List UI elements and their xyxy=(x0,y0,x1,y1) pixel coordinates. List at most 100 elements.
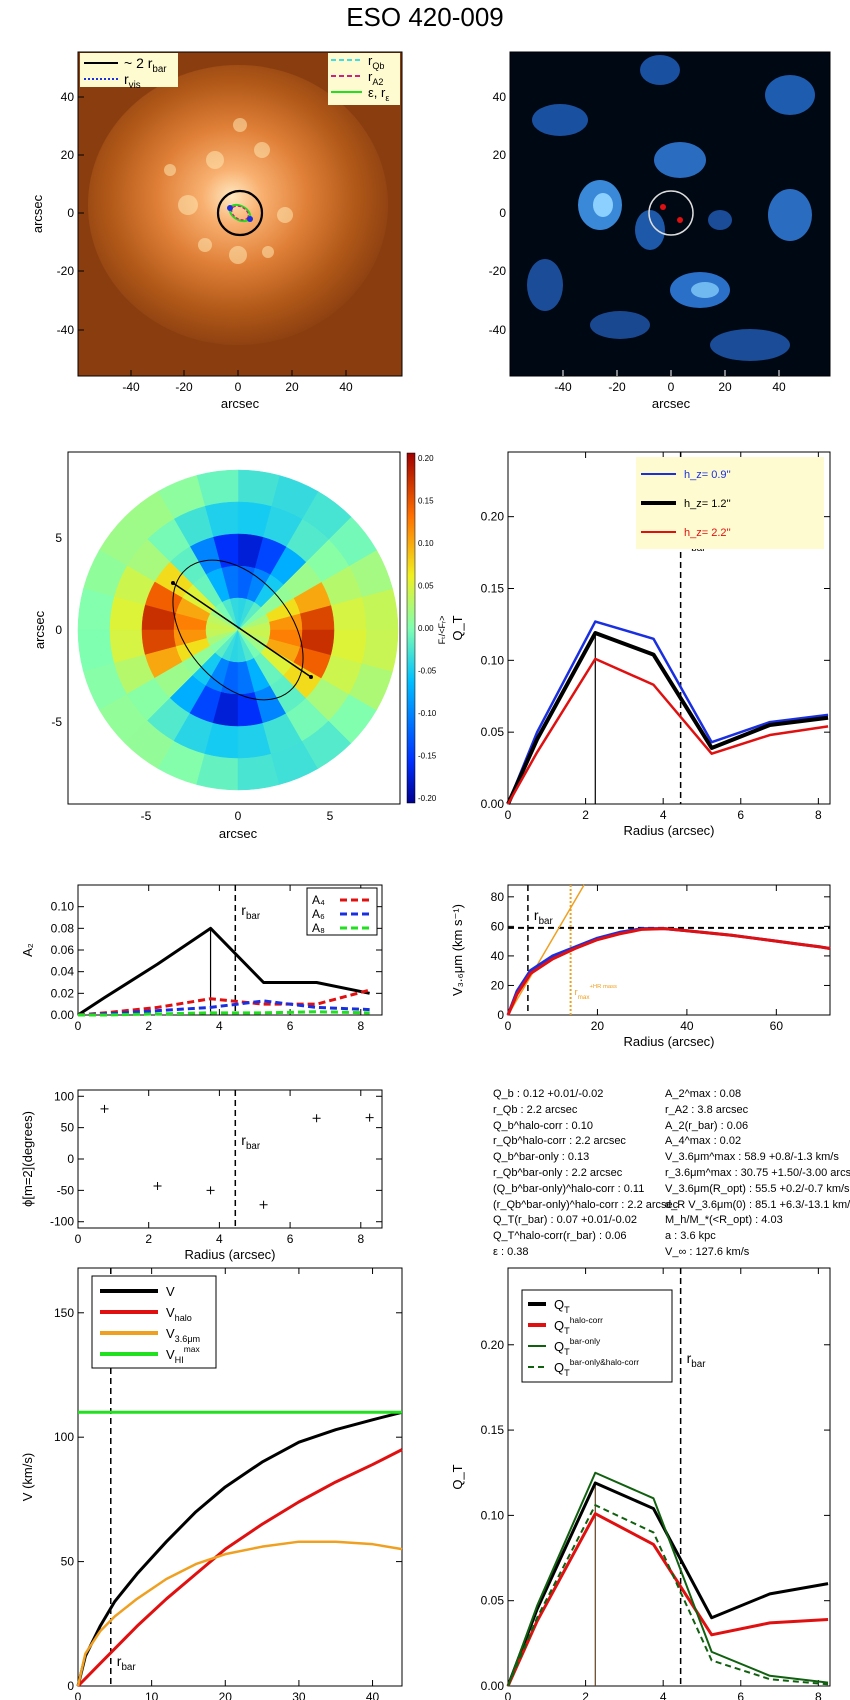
y-tick-label: 0.05 xyxy=(481,1594,505,1608)
y-tick-label: 80 xyxy=(491,890,505,904)
x-tick-label: 0 xyxy=(235,380,242,394)
parameter-line: r_Qb^halo-corr : 2.2 arcsec xyxy=(493,1135,626,1148)
y-tick-label: 50 xyxy=(61,1121,75,1135)
y-tick-label: 0.05 xyxy=(481,725,505,739)
legend-label: ε, rε xyxy=(368,85,389,103)
parameter-line: r_Qb^bar-only : 2.2 arcsec xyxy=(493,1166,623,1179)
y-tick-label: -20 xyxy=(489,264,507,278)
y-axis-label: Q_T xyxy=(450,1464,465,1489)
x-tick-label: 8 xyxy=(815,808,822,822)
x-tick-label: 8 xyxy=(815,1690,822,1700)
legend-label: V3.6μm xyxy=(166,1326,200,1344)
parameter-line: Q_b : 0.12 +0.01/-0.02 xyxy=(493,1088,604,1100)
y-tick-label: 0 xyxy=(67,206,74,220)
chart-vrot: 0 20 40 60 0 20 40 60 80 Radius (arcsec) V₃.₆μm (k… xyxy=(450,884,831,1049)
x-axis-label: Radius (arcsec) xyxy=(184,1247,275,1262)
y-tick-label: 20 xyxy=(491,978,505,992)
legend-label: V xyxy=(166,1284,175,1299)
bar-ellipse xyxy=(172,559,304,701)
series-line xyxy=(76,1448,403,1688)
y-axis-label: A₂ xyxy=(20,943,35,957)
legend-box-right xyxy=(328,53,400,105)
y-tick-label: 0.20 xyxy=(481,510,505,524)
parameter-column-right: A_2^max : 0.08 r_A2 : 3.8 arcsec A_2(r_bar… xyxy=(665,1087,850,1261)
parameter-line: a : 3.6 kpc xyxy=(665,1230,716,1243)
x-tick-label: 40 xyxy=(339,380,353,394)
legend-label: Vhalo xyxy=(166,1305,192,1323)
colorbar-tick-label: -0.20 xyxy=(418,794,437,803)
y-axis-label: V (km/s) xyxy=(20,1453,35,1501)
x-tick-label: -20 xyxy=(175,380,193,394)
parameter-line: A_2(r_bar) : 0.06 xyxy=(665,1119,749,1132)
bar-end-marker xyxy=(227,205,233,211)
y-tick-label: 0.00 xyxy=(51,1008,75,1022)
x-tick-label: 4 xyxy=(216,1232,223,1246)
rbar-circle xyxy=(216,189,264,237)
legend-label: QThalo-corr xyxy=(554,1315,603,1336)
x-tick-label: 0 xyxy=(235,809,242,823)
x-tick-label: 4 xyxy=(216,1019,223,1033)
legend-box xyxy=(521,1289,673,1383)
blue-blobs xyxy=(527,55,815,361)
rbar-label: rbar xyxy=(241,902,261,922)
parameter-line: A_4^max : 0.02 xyxy=(665,1135,742,1148)
parameter-line: ε : 0.38 xyxy=(493,1245,529,1258)
x-tick-label: 8 xyxy=(357,1232,364,1246)
data-point xyxy=(206,1186,215,1195)
x-tick-label: 4 xyxy=(660,808,667,822)
x-tick-label: 20 xyxy=(219,1690,233,1700)
series-line xyxy=(506,927,831,1016)
parameter-line: Q_b^halo-corr : 0.10 xyxy=(493,1119,593,1132)
legend-label: QT xyxy=(554,1297,570,1315)
charts-layer: 0 2 4 6 8 0.00 0.05 0.10 0.15 0.20 Radius (arcsec)… xyxy=(20,451,831,1700)
chart-phase: 0 2 4 6 8 100 50 0 -50 -100 Radius (arcsec) ϕ[m=2](… xyxy=(20,1089,383,1262)
y-tick-label: 20 xyxy=(493,148,507,162)
rbar-label: rbar xyxy=(534,907,554,927)
series-line xyxy=(77,926,370,1017)
x-tick-label: 60 xyxy=(770,1019,784,1033)
x-tick-label: 40 xyxy=(366,1690,380,1700)
y-axis-label: V₃.₆μm (km s⁻¹) xyxy=(450,904,465,996)
y-tick-label: 100 xyxy=(54,1430,74,1444)
data-point xyxy=(312,1114,321,1123)
y-tick-label: 0.00 xyxy=(481,1679,505,1693)
rbar-label: rbar xyxy=(117,1653,137,1673)
y-tick-label: 20 xyxy=(61,148,75,162)
legend-label: VHImax xyxy=(166,1344,200,1365)
legend-label: h_z= 2.2'' xyxy=(684,527,731,539)
series-line xyxy=(507,1504,829,1687)
parameter-column-left: Q_b : 0.12 +0.01/-0.02 r_Qb : 2.2 arcsec Q… xyxy=(493,1087,678,1261)
x-tick-label: 2 xyxy=(582,1690,589,1700)
series-line xyxy=(506,1481,829,1687)
parameter-line: d_R V_3.6μm(0) : 85.1 +6.3/-13.1 km/s/kp… xyxy=(665,1198,850,1211)
parameter-line: r_A2 : 3.8 arcsec xyxy=(665,1103,749,1116)
legend-box-left xyxy=(80,53,178,87)
x-tick-label: 8 xyxy=(357,1019,364,1033)
x-tick-label: 6 xyxy=(287,1232,294,1246)
bar-end-marker xyxy=(247,216,253,222)
chart-vmodel: 010203040050100150Radius (arcsec)V (km/s… xyxy=(20,1267,403,1700)
y-tick-label: 0.15 xyxy=(481,1423,505,1437)
series-line xyxy=(506,631,829,805)
x-tick-label: -40 xyxy=(554,380,572,394)
legend-label: h_z= 0.9'' xyxy=(684,469,731,481)
y-tick-label: 0.00 xyxy=(481,797,505,811)
chart-a2: 0 2 4 6 8 0.00 0.02 0.04 0.06 0.08 0.10 A₂ rbar A₄A₆A… xyxy=(20,884,383,1033)
chart-qt: 0 2 4 6 8 0.00 0.05 0.10 0.15 0.20 Radius (arcsec)… xyxy=(450,451,831,838)
colorbar-tick-label: -0.15 xyxy=(418,752,437,761)
legend-label: rA2 xyxy=(368,69,383,87)
force-ratio-rings xyxy=(77,469,399,791)
series-line xyxy=(506,657,829,805)
y-tick-label: -5 xyxy=(51,715,62,729)
parameter-line: A_2^max : 0.08 xyxy=(665,1088,742,1100)
y-tick-label: 100 xyxy=(54,1089,74,1103)
y-tick-label: -40 xyxy=(489,323,507,337)
x-tick-label: 2 xyxy=(145,1019,152,1033)
x-tick-label: 0 xyxy=(505,1690,512,1700)
y-axis-label: ϕ[m=2](degrees) xyxy=(20,1111,35,1207)
parameter-line: V_3.6μm^max : 58.9 +0.8/-1.3 km/s xyxy=(665,1151,839,1164)
